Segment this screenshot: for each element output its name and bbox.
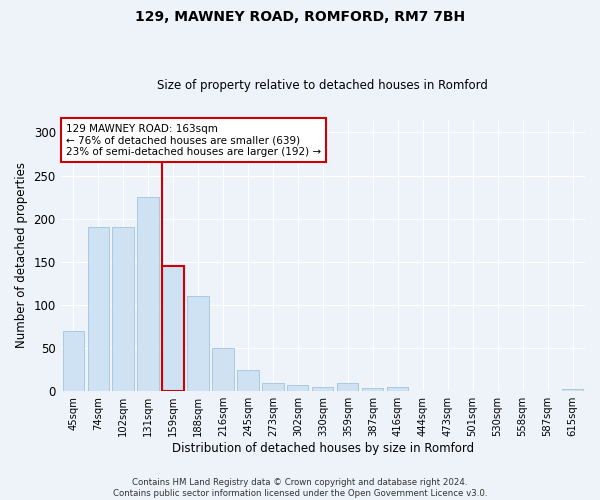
Bar xyxy=(337,384,358,391)
Bar xyxy=(362,388,383,391)
Bar xyxy=(112,228,134,391)
Bar xyxy=(312,387,334,391)
Bar xyxy=(562,390,583,391)
Bar xyxy=(187,296,209,391)
X-axis label: Distribution of detached houses by size in Romford: Distribution of detached houses by size … xyxy=(172,442,474,455)
Text: 129, MAWNEY ROAD, ROMFORD, RM7 7BH: 129, MAWNEY ROAD, ROMFORD, RM7 7BH xyxy=(135,10,465,24)
Bar xyxy=(262,384,284,391)
Title: Size of property relative to detached houses in Romford: Size of property relative to detached ho… xyxy=(157,79,488,92)
Bar xyxy=(238,370,259,391)
Text: 129 MAWNEY ROAD: 163sqm
← 76% of detached houses are smaller (639)
23% of semi-d: 129 MAWNEY ROAD: 163sqm ← 76% of detache… xyxy=(66,124,321,157)
Bar xyxy=(137,197,158,391)
Text: Contains HM Land Registry data © Crown copyright and database right 2024.
Contai: Contains HM Land Registry data © Crown c… xyxy=(113,478,487,498)
Bar xyxy=(287,385,308,391)
Bar xyxy=(387,387,409,391)
Bar xyxy=(163,266,184,391)
Bar xyxy=(212,348,233,391)
Y-axis label: Number of detached properties: Number of detached properties xyxy=(15,162,28,348)
Bar xyxy=(88,228,109,391)
Bar xyxy=(62,331,84,391)
